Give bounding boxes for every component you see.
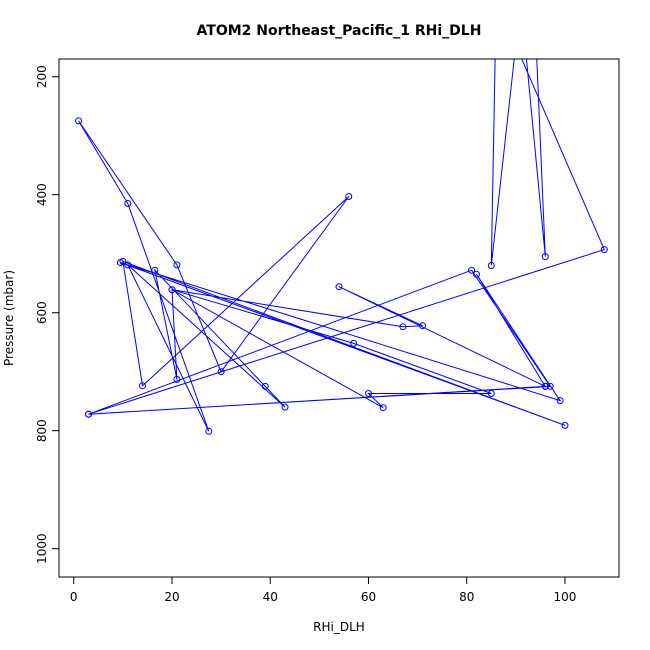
data-series — [75, 0, 608, 435]
data-point — [468, 266, 476, 274]
data-point — [124, 261, 132, 269]
y-axis-label: Pressure (mbar) — [2, 270, 16, 366]
data-point — [546, 382, 554, 390]
x-tick-label: 80 — [459, 590, 474, 604]
chart-title: ATOM2 Northeast_Pacific_1 RHi_DLH — [197, 23, 482, 39]
data-point — [205, 427, 213, 435]
x-tick-label: 0 — [70, 590, 78, 604]
data-point — [217, 368, 225, 376]
x-axis-label: RHi_DLH — [313, 620, 365, 634]
plot-frame — [58, 58, 620, 578]
data-point — [518, 0, 524, 3]
data-point — [75, 117, 83, 125]
x-tick-label: 40 — [263, 590, 278, 604]
data-point — [533, 27, 539, 33]
data-point — [124, 200, 132, 207]
data-point — [168, 286, 176, 294]
data-point — [541, 382, 549, 390]
data-point — [281, 403, 289, 411]
data-point — [119, 257, 127, 265]
y-tick-label: 600 — [35, 301, 49, 324]
y-tick-label: 200 — [35, 65, 49, 88]
data-point — [600, 246, 608, 254]
data-point — [399, 323, 407, 331]
data-point — [541, 253, 549, 261]
data-point — [487, 390, 495, 397]
data-point — [335, 283, 343, 291]
x-tick-label: 60 — [361, 590, 376, 604]
data-point — [139, 382, 146, 390]
x-tick-label: 100 — [554, 590, 577, 604]
y-axis: 200 400 600 800 1000 — [35, 65, 59, 564]
data-point — [85, 410, 92, 418]
data-point — [487, 262, 495, 269]
data-point — [379, 404, 387, 412]
data-point — [173, 261, 181, 269]
data-point — [173, 375, 181, 383]
data-point — [151, 266, 159, 274]
data-point — [419, 322, 426, 330]
data-point — [261, 382, 269, 390]
y-tick-label: 800 — [35, 419, 49, 442]
data-point — [556, 397, 564, 405]
y-tick-label: 1000 — [35, 533, 49, 564]
series-line — [78, 59, 605, 432]
data-point — [473, 270, 480, 278]
x-axis: 0 20 40 60 80 100 — [70, 577, 577, 604]
x-tick-label: 20 — [164, 590, 179, 604]
data-point — [561, 421, 569, 429]
data-point — [345, 193, 353, 200]
data-point — [493, 0, 499, 3]
data-point — [365, 390, 372, 397]
data-point — [350, 339, 358, 347]
y-tick-label: 400 — [35, 183, 49, 206]
